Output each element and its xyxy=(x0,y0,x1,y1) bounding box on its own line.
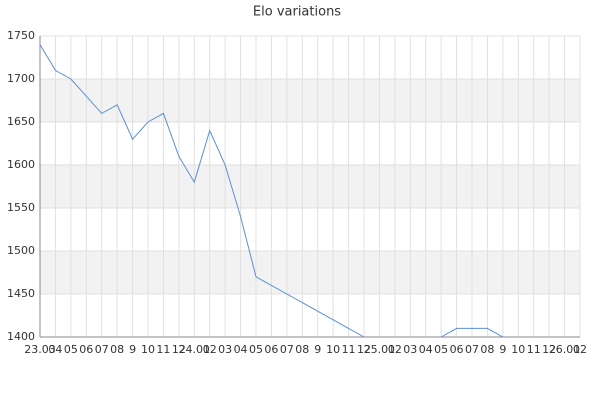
y-tick-label: 1400 xyxy=(7,330,35,343)
x-tick-label: 02 xyxy=(573,343,587,356)
x-tick-label: 06 xyxy=(264,343,278,356)
x-tick-label: 08 xyxy=(110,343,124,356)
x-tick-label: 24.01 xyxy=(179,343,211,356)
x-tick-label: 9 xyxy=(314,343,321,356)
x-tick-label: 04 xyxy=(234,343,248,356)
x-tick-label: 04 xyxy=(419,343,433,356)
x-tick-label: 03 xyxy=(218,343,232,356)
x-tick-label: 03 xyxy=(403,343,417,356)
x-tick-label: 12 xyxy=(542,343,556,356)
y-tick-label: 1750 xyxy=(7,29,35,42)
x-tick-label: 10 xyxy=(141,343,155,356)
y-tick-label: 1600 xyxy=(7,158,35,171)
x-tick-label: 08 xyxy=(295,343,309,356)
x-tick-label: 9 xyxy=(129,343,136,356)
grid-band xyxy=(40,165,580,208)
x-tick-label: 05 xyxy=(434,343,448,356)
y-tick-label: 1450 xyxy=(7,287,35,300)
grid-band xyxy=(40,79,580,122)
x-tick-label: 07 xyxy=(95,343,109,356)
x-tick-label: 25.01 xyxy=(364,343,396,356)
x-tick-label: 04 xyxy=(48,343,62,356)
series-line xyxy=(39,44,504,338)
x-tick-label: 26.01 xyxy=(549,343,581,356)
grid-band xyxy=(40,251,580,294)
x-tick-label: 12 xyxy=(172,343,186,356)
x-tick-label: 05 xyxy=(249,343,263,356)
x-tick-label: 07 xyxy=(280,343,294,356)
x-tick-label: 07 xyxy=(465,343,479,356)
x-tick-label: 02 xyxy=(388,343,402,356)
y-tick-label: 1650 xyxy=(7,115,35,128)
x-tick-label: 05 xyxy=(64,343,78,356)
chart-title: Elo variations xyxy=(253,5,341,20)
x-tick-label: 02 xyxy=(203,343,217,356)
x-tick-label: 11 xyxy=(342,343,356,356)
x-tick-label: 10 xyxy=(511,343,525,356)
x-tick-label: 12 xyxy=(357,343,371,356)
x-tick-label: 9 xyxy=(499,343,506,356)
x-tick-label: 23.03 xyxy=(24,343,56,356)
x-tick-label: 08 xyxy=(480,343,494,356)
y-tick-label: 1700 xyxy=(7,72,35,85)
x-tick-label: 06 xyxy=(79,343,93,356)
x-tick-label: 06 xyxy=(450,343,464,356)
x-tick-label: 11 xyxy=(156,343,170,356)
x-tick-label: 11 xyxy=(527,343,541,356)
y-tick-label: 1500 xyxy=(7,244,35,257)
y-tick-label: 1550 xyxy=(7,201,35,214)
x-tick-label: 10 xyxy=(326,343,340,356)
